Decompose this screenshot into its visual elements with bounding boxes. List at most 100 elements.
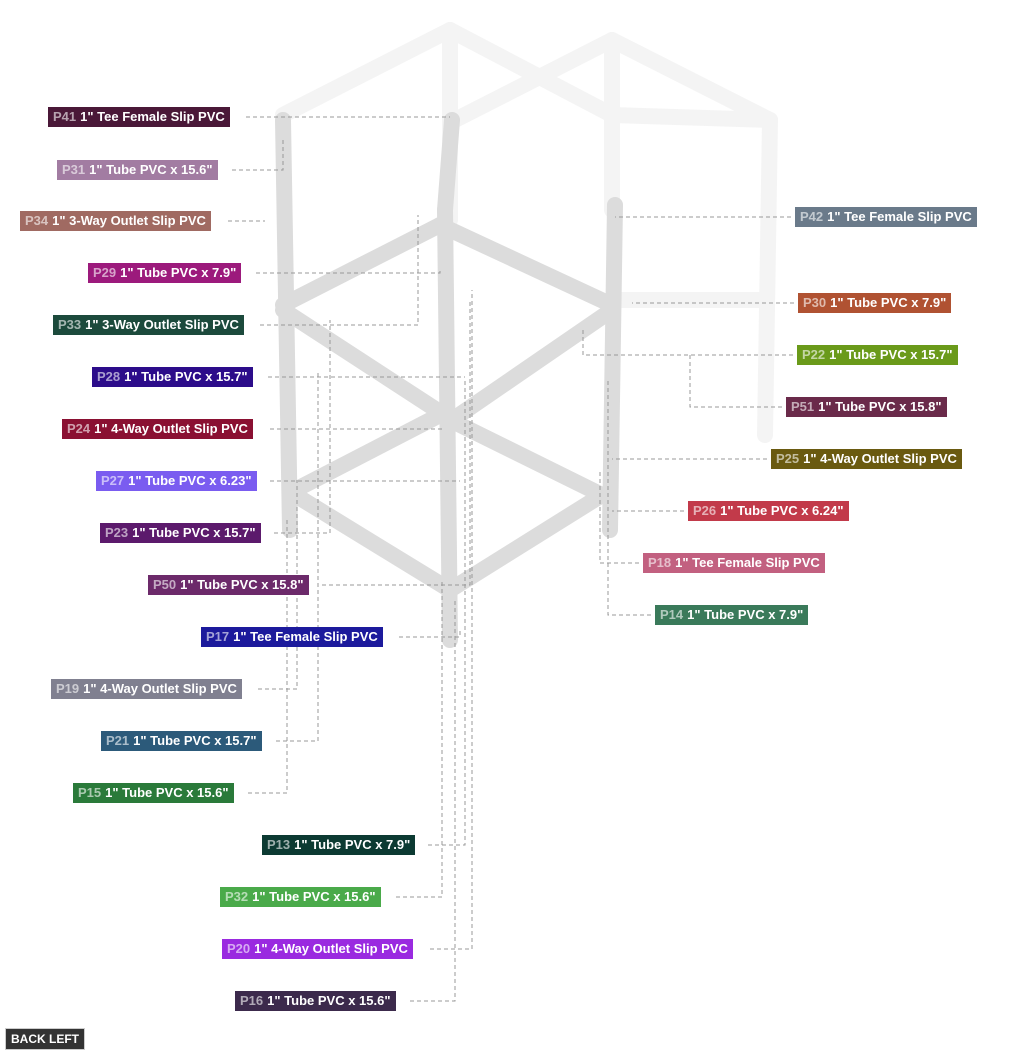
part-name: 1" Tee Female Slip PVC — [675, 555, 820, 570]
leader-line — [607, 380, 651, 616]
part-id: P18 — [648, 555, 672, 570]
part-id: P13 — [267, 837, 291, 852]
leader-line — [248, 520, 288, 794]
part-id: P14 — [660, 607, 684, 622]
leader-line — [599, 470, 639, 564]
leader-line — [276, 370, 319, 742]
part-name: 1" Tube PVC x 15.7" — [124, 369, 248, 384]
part-name: 1" Tube PVC x 7.9" — [120, 265, 237, 280]
part-name: 1" Tube PVC x 6.24" — [720, 503, 844, 518]
part-id: P27 — [101, 473, 125, 488]
part-id: P51 — [791, 399, 815, 414]
part-id: P22 — [802, 347, 826, 362]
part-name: 1" Tube PVC x 7.9" — [294, 837, 411, 852]
part-name: 1" Tube PVC x 15.6" — [252, 889, 376, 904]
part-name: 1" 3-Way Outlet Slip PVC — [52, 213, 206, 228]
part-label: P15 1" Tube PVC x 15.6" — [73, 783, 234, 803]
leader-line — [322, 300, 471, 586]
part-name: 1" Tube PVC x 15.6" — [105, 785, 229, 800]
part-label: P33 1" 3-Way Outlet Slip PVC — [53, 315, 244, 335]
part-label: P24 1" 4-Way Outlet Slip PVC — [62, 419, 253, 439]
leader-line — [256, 270, 441, 274]
part-id: P30 — [803, 295, 827, 310]
part-name: 1" Tube PVC x 15.6" — [267, 993, 391, 1008]
view-button[interactable]: BACK LEFT — [5, 1028, 85, 1050]
part-id: P21 — [106, 733, 130, 748]
part-name: 1" Tube PVC x 7.9" — [830, 295, 947, 310]
part-label: P14 1" Tube PVC x 7.9" — [655, 605, 809, 625]
part-id: P42 — [800, 209, 824, 224]
leader-line — [396, 580, 443, 898]
leader-line — [430, 290, 473, 950]
leader-line — [274, 320, 331, 534]
part-label: P51 1" Tube PVC x 15.8" — [786, 397, 947, 417]
leader-line — [399, 630, 461, 638]
part-id: P34 — [25, 213, 49, 228]
part-name: 1" Tube PVC x 15.7" — [829, 347, 953, 362]
part-label: P23 1" Tube PVC x 15.7" — [100, 523, 261, 543]
part-name: 1" 4-Way Outlet Slip PVC — [254, 941, 408, 956]
part-id: P26 — [693, 503, 717, 518]
part-id: P23 — [105, 525, 129, 540]
part-label: P21 1" Tube PVC x 15.7" — [101, 731, 262, 751]
part-label: P17 1" Tee Female Slip PVC — [201, 627, 383, 647]
part-name: 1" Tube PVC x 15.8" — [180, 577, 304, 592]
part-name: 1" Tee Female Slip PVC — [80, 109, 225, 124]
faded-frame — [275, 22, 778, 443]
part-id: P31 — [62, 162, 86, 177]
part-name: 1" 4-Way Outlet Slip PVC — [94, 421, 248, 436]
part-id: P32 — [225, 889, 249, 904]
part-id: P41 — [53, 109, 77, 124]
part-label: P16 1" Tube PVC x 15.6" — [235, 991, 396, 1011]
part-label: P28 1" Tube PVC x 15.7" — [92, 367, 253, 387]
part-id: P28 — [97, 369, 121, 384]
part-label: P30 1" Tube PVC x 7.9" — [798, 293, 952, 313]
part-name: 1" Tube PVC x 15.7" — [132, 525, 256, 540]
part-name: 1" Tube PVC x 15.6" — [89, 162, 213, 177]
part-id: P33 — [58, 317, 82, 332]
part-name: 1" Tube PVC x 6.23" — [128, 473, 252, 488]
part-name: 1" Tube PVC x 15.7" — [133, 733, 257, 748]
leader-line — [582, 330, 793, 356]
part-label: P19 1" 4-Way Outlet Slip PVC — [51, 679, 242, 699]
part-label: P13 1" Tube PVC x 7.9" — [262, 835, 416, 855]
part-id: P15 — [78, 785, 102, 800]
part-label: P32 1" Tube PVC x 15.6" — [220, 887, 381, 907]
part-name: 1" 4-Way Outlet Slip PVC — [83, 681, 237, 696]
part-id: P24 — [67, 421, 91, 436]
leader-line — [232, 140, 284, 171]
part-name: 1" Tee Female Slip PVC — [827, 209, 972, 224]
part-id: P50 — [153, 577, 177, 592]
part-id: P16 — [240, 993, 264, 1008]
part-label: P41 1" Tee Female Slip PVC — [48, 107, 230, 127]
part-name: 1" 3-Way Outlet Slip PVC — [85, 317, 239, 332]
part-label: P42 1" Tee Female Slip PVC — [795, 207, 977, 227]
part-label: P20 1" 4-Way Outlet Slip PVC — [222, 939, 413, 959]
part-label: P50 1" Tube PVC x 15.8" — [148, 575, 309, 595]
part-id: P19 — [56, 681, 80, 696]
part-label: P26 1" Tube PVC x 6.24" — [688, 501, 849, 521]
part-label: P29 1" Tube PVC x 7.9" — [88, 263, 242, 283]
part-id: P29 — [93, 265, 117, 280]
leader-line — [689, 355, 782, 408]
leader-line — [258, 480, 298, 690]
part-id: P25 — [776, 451, 800, 466]
part-label: P22 1" Tube PVC x 15.7" — [797, 345, 958, 365]
leader-line — [260, 215, 419, 326]
part-label: P18 1" Tee Female Slip PVC — [643, 553, 825, 573]
part-label: P34 1" 3-Way Outlet Slip PVC — [20, 211, 211, 231]
part-name: 1" Tube PVC x 15.8" — [818, 399, 942, 414]
frame — [275, 112, 623, 648]
part-label: P25 1" 4-Way Outlet Slip PVC — [771, 449, 962, 469]
leader-line — [428, 380, 466, 846]
part-name: 1" 4-Way Outlet Slip PVC — [803, 451, 957, 466]
part-name: 1" Tee Female Slip PVC — [233, 629, 378, 644]
part-id: P17 — [206, 629, 230, 644]
part-label: P31 1" Tube PVC x 15.6" — [57, 160, 218, 180]
leader-line — [410, 600, 456, 1002]
part-id: P20 — [227, 941, 251, 956]
part-label: P27 1" Tube PVC x 6.23" — [96, 471, 257, 491]
part-name: 1" Tube PVC x 7.9" — [687, 607, 804, 622]
